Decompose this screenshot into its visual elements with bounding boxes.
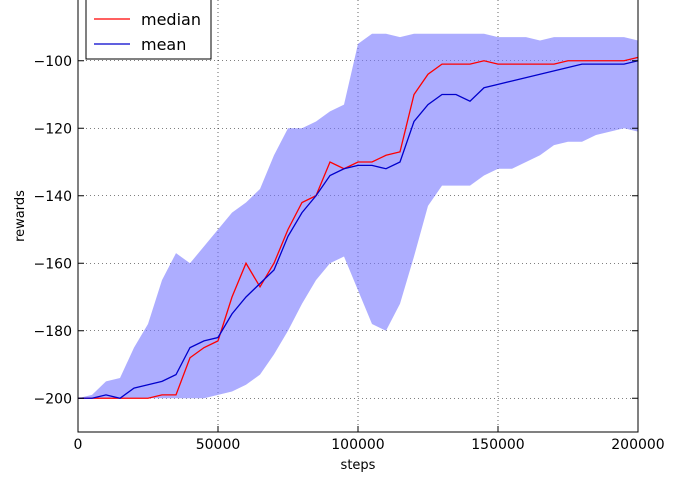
y-tick-label: −180 bbox=[34, 324, 72, 340]
legend: median mean bbox=[85, 0, 212, 60]
x-tick-label: 200000 bbox=[611, 437, 664, 453]
y-tick-label: −200 bbox=[34, 391, 72, 407]
plot-frame bbox=[77, 0, 639, 433]
legend-label-median: median bbox=[141, 10, 201, 29]
y-tick-label: −100 bbox=[34, 54, 72, 70]
legend-box bbox=[85, 0, 212, 60]
x-tick-label: 50000 bbox=[196, 437, 241, 453]
legend-label-mean: mean bbox=[141, 35, 186, 54]
x-tick-label: 100000 bbox=[331, 437, 384, 453]
y-tick-label: −160 bbox=[34, 256, 72, 272]
y-tick-label: −120 bbox=[34, 121, 72, 137]
y-axis-label: rewards bbox=[13, 190, 28, 242]
mean-line bbox=[78, 60, 639, 399]
y-tick-label: −140 bbox=[34, 189, 72, 205]
x-tick-label: 0 bbox=[74, 437, 83, 453]
median-line bbox=[78, 56, 639, 399]
min-max-band bbox=[78, 33, 638, 399]
x-axis-label: steps bbox=[341, 458, 376, 473]
x-tick-label: 150000 bbox=[471, 437, 524, 453]
